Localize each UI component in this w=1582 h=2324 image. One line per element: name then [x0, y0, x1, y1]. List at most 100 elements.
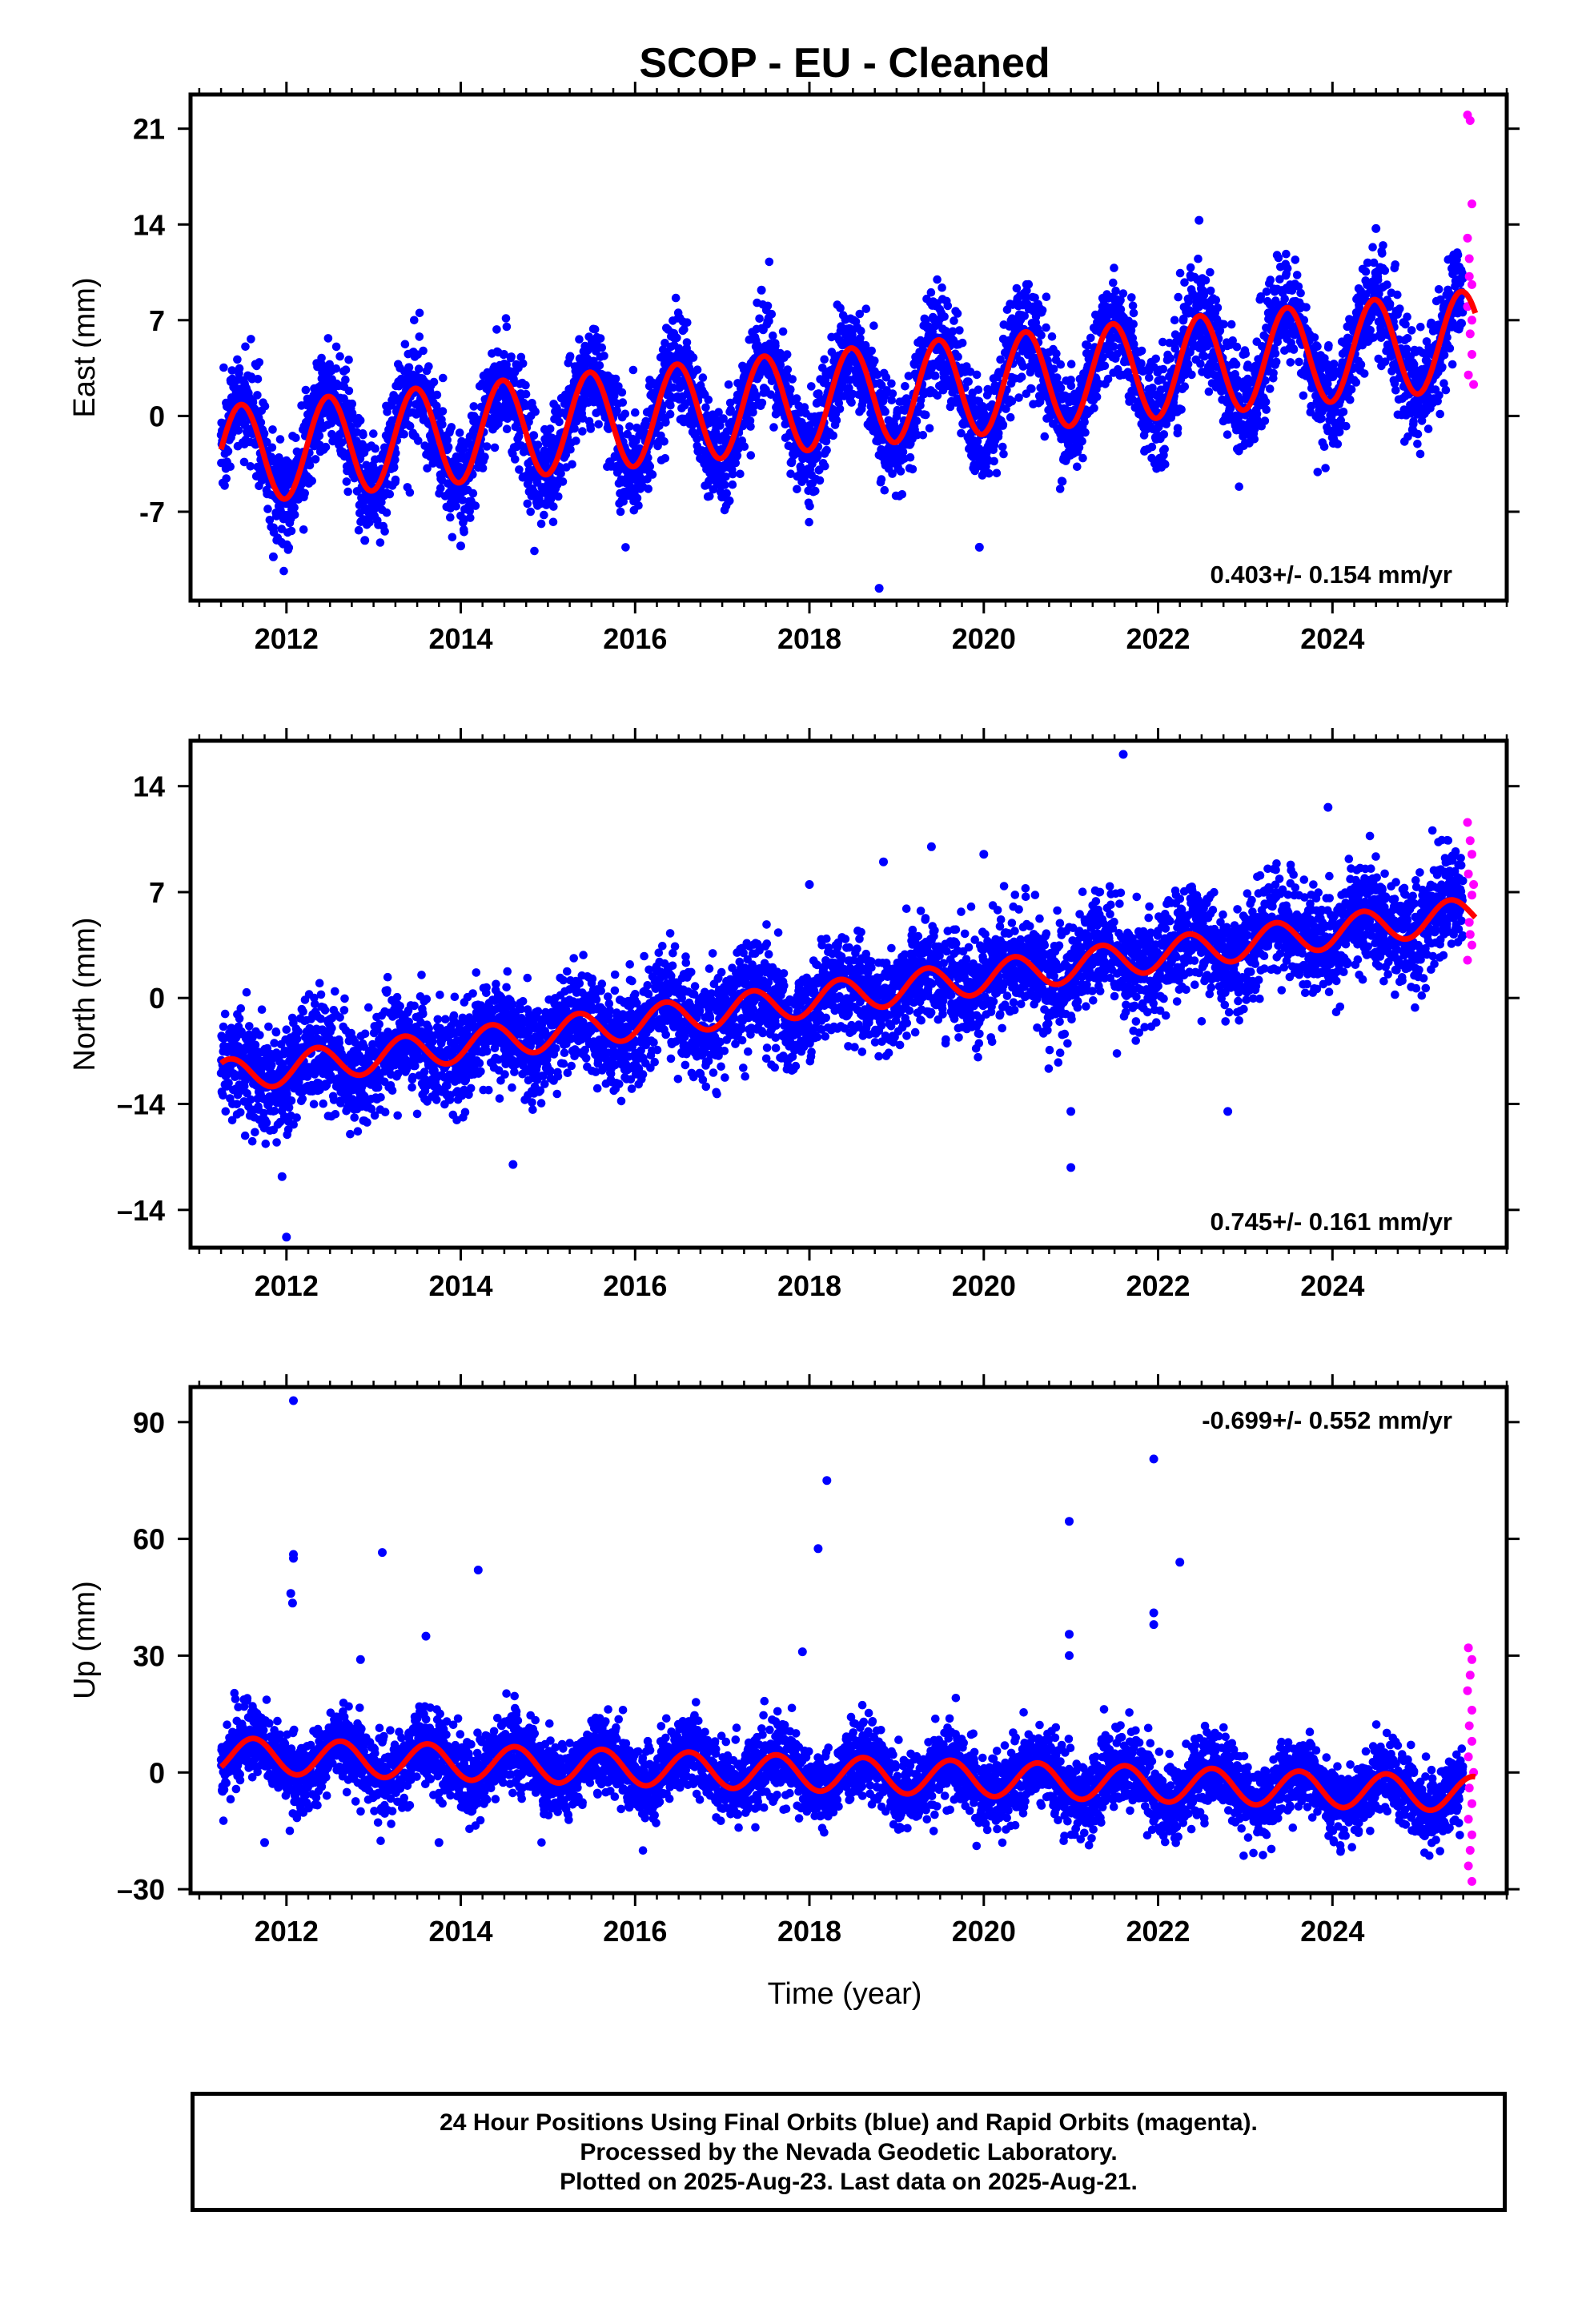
east-final-point — [921, 410, 930, 420]
east-final-point — [1232, 342, 1242, 352]
east-final-point — [769, 423, 778, 432]
east-final-point — [933, 275, 942, 284]
east-final-point — [1100, 361, 1110, 371]
east-final-point — [763, 301, 773, 311]
east-final-point — [661, 454, 670, 463]
east-final-point — [1235, 482, 1243, 491]
east-final-point — [1339, 408, 1348, 416]
east-final-point — [1066, 360, 1076, 369]
east-final-point — [265, 516, 275, 525]
east-final-point — [628, 365, 638, 375]
east-final-point — [1402, 344, 1411, 354]
east-final-point — [682, 338, 692, 347]
east-final-point — [611, 374, 620, 384]
east-final-point — [908, 464, 917, 474]
east-final-point — [220, 481, 229, 490]
east-final-point — [260, 401, 270, 411]
east-final-point — [954, 352, 962, 361]
east-final-point — [1407, 326, 1416, 335]
east-final-point — [870, 356, 879, 365]
east-final-point — [1052, 349, 1061, 358]
east-final-point — [1342, 421, 1351, 431]
east-final-point — [958, 338, 967, 348]
east-final-point — [1223, 430, 1232, 439]
east-final-point — [1231, 360, 1241, 369]
east-final-point — [1310, 333, 1319, 342]
east-final-point — [722, 489, 731, 498]
east-final-point — [465, 507, 474, 516]
east-final-point — [1333, 440, 1343, 448]
east-final-point — [471, 501, 480, 510]
east-final-point — [660, 437, 669, 446]
east-final-point — [595, 361, 604, 370]
east-final-point — [222, 474, 231, 483]
east-final-point — [253, 375, 263, 384]
east-final-point — [1129, 320, 1138, 329]
east-final-point — [405, 488, 415, 497]
east-final-point — [1180, 382, 1190, 392]
east-final-point — [594, 420, 603, 429]
east-final-point — [1194, 254, 1203, 263]
east-final-point — [994, 428, 1003, 437]
east-final-point — [950, 316, 958, 325]
east-final-point — [821, 461, 829, 471]
east-final-point — [317, 353, 326, 363]
east-final-point — [523, 499, 532, 509]
east-final-point — [1295, 357, 1303, 367]
east-final-point — [446, 513, 455, 522]
east-final-point — [783, 365, 793, 374]
east-final-point — [1302, 303, 1311, 312]
east-final-point — [531, 407, 540, 416]
east-final-point — [1006, 412, 1015, 422]
east-final-point — [572, 436, 580, 445]
east-final-point — [233, 355, 242, 364]
east-final-point — [548, 517, 558, 527]
east-final-point — [300, 489, 310, 498]
east-final-point — [953, 309, 962, 318]
east-final-point — [832, 416, 841, 424]
east-final-point — [1078, 436, 1086, 446]
east-final-point — [1385, 300, 1395, 308]
east-final-point — [792, 394, 801, 403]
east-final-point — [728, 480, 737, 489]
east-final-point — [447, 423, 456, 432]
east-final-point — [1175, 268, 1185, 278]
east-final-point — [648, 470, 657, 479]
east-final-point — [1183, 360, 1193, 368]
east-final-point — [644, 485, 652, 493]
east-final-point — [290, 510, 299, 519]
east-final-point — [771, 341, 780, 351]
east-final-point — [389, 463, 399, 472]
east-final-point — [533, 440, 543, 449]
east-final-point — [1227, 320, 1236, 329]
east-final-point — [341, 365, 351, 375]
east-final-point — [291, 433, 300, 443]
east-final-point — [1145, 373, 1154, 382]
east-final-point — [385, 489, 395, 499]
east-final-point — [536, 519, 546, 529]
east-final-point — [1080, 417, 1089, 427]
east-final-point — [256, 418, 266, 427]
east-final-point — [323, 334, 333, 343]
east-final-point — [596, 334, 605, 343]
east-final-point — [466, 513, 475, 522]
east-final-point — [331, 342, 341, 352]
east-final-point — [321, 442, 331, 452]
east-final-point — [1056, 360, 1066, 369]
east-final-point — [382, 508, 391, 517]
east-final-point — [227, 366, 237, 375]
east-final-point — [526, 507, 535, 517]
east-final-point — [468, 489, 478, 498]
east-final-point — [375, 538, 385, 547]
east-final-point — [1269, 368, 1278, 378]
east-final-point — [1262, 405, 1271, 414]
east-final-point — [521, 380, 530, 390]
east-final-point — [897, 490, 907, 499]
east-final-point — [666, 401, 675, 410]
chart-title: SCOP - EU - Cleaned — [639, 40, 1050, 86]
east-final-point — [239, 457, 249, 467]
east-final-point — [620, 409, 630, 419]
east-final-point — [438, 407, 448, 416]
east-final-point — [443, 436, 452, 444]
east-final-point — [1118, 289, 1128, 298]
